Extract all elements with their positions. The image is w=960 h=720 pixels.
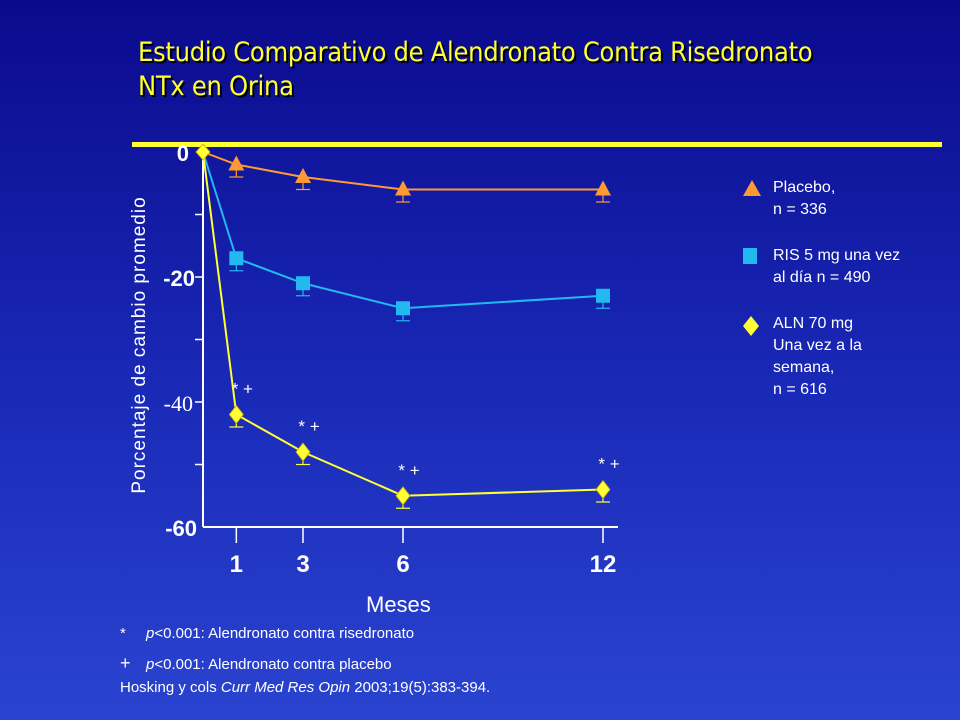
y-tick-label: -60 (165, 516, 197, 541)
legend-aln-line-4: n = 616 (773, 381, 827, 398)
reference: Hosking y cols Curr Med Res Opin 2003;19… (120, 679, 490, 696)
legend-aln-line-3: semana, (773, 359, 835, 376)
triangle-icon (743, 180, 761, 196)
title-line-2: NTx en Orina (138, 71, 294, 102)
origin-point (195, 143, 211, 161)
significance-annotation: * + (232, 380, 253, 399)
significance-annotation: * + (398, 461, 419, 480)
data-point (396, 301, 410, 316)
title-line-1: Estudio Comparativo de Alendronato Contr… (138, 37, 813, 68)
data-point (595, 479, 611, 500)
legend-aln-line-2: Una vez a la (773, 337, 862, 354)
legend-aln-line-1: ALN 70 mg (773, 315, 854, 332)
legend-item-ris: RIS 5 mg una vez al día n = 490 (742, 245, 952, 289)
x-tick-label: 12 (590, 551, 617, 578)
title-divider (132, 142, 942, 147)
footnote-star-text: <0.001: Alendronato contra risedronato (154, 625, 415, 642)
series-line (202, 151, 604, 497)
footnote-plus: + p<0.001: Alendronato contra placebo (120, 653, 392, 674)
square-icon (743, 248, 757, 264)
y-tick-label: 0 (177, 141, 189, 166)
legend-ris-line-1: RIS 5 mg una vez (773, 247, 901, 264)
significance-annotation: * + (298, 417, 319, 436)
reference-journal: Curr Med Res Opin (220, 679, 351, 696)
data-point (296, 276, 310, 291)
reference-details: 2003;19(5):383-394. (350, 679, 491, 696)
y-tick-label: -20 (163, 266, 195, 291)
series-line (202, 151, 604, 310)
footnote-plus-mark: + (120, 653, 131, 673)
legend-item-aln: ALN 70 mg Una vez a la semana, n = 616 (742, 313, 952, 401)
data-point (229, 251, 244, 266)
legend-ris-line-2: al día n = 490 (773, 269, 871, 286)
footnote-plus-text: <0.001: Alendronato contra placebo (154, 656, 392, 673)
data-point (228, 155, 245, 171)
x-axis-label: Meses (366, 592, 431, 617)
legend-placebo-line-2: n = 336 (773, 201, 827, 218)
reference-authors: Hosking y cols (120, 679, 221, 696)
footnote-plus-p: p (146, 656, 155, 673)
footnote-star-p: p (146, 625, 155, 642)
data-point (228, 404, 244, 425)
y-tick-label: -40 (164, 391, 193, 416)
footnote-star: * p<0.001: Alendronato contra risedronato (120, 625, 414, 642)
data-point (295, 168, 311, 183)
data-point (395, 180, 411, 196)
legend-item-placebo: Placebo, n = 336 (742, 177, 952, 221)
slide-title: Estudio Comparativo de Alendronato Contr… (138, 36, 813, 104)
data-point (295, 442, 311, 462)
data-point (595, 180, 611, 196)
legend: Placebo, n = 336 RIS 5 mg una vez al día… (742, 177, 952, 401)
data-point (596, 288, 610, 303)
data-point (395, 486, 411, 506)
legend-placebo-line-1: Placebo, (773, 179, 836, 196)
x-tick-label: 6 (396, 551, 409, 578)
footnote-star-mark: * (120, 625, 126, 642)
significance-annotation: * + (598, 455, 619, 474)
diamond-icon (743, 316, 759, 336)
x-tick-label: 3 (296, 551, 309, 578)
x-tick-label: 1 (230, 551, 243, 578)
